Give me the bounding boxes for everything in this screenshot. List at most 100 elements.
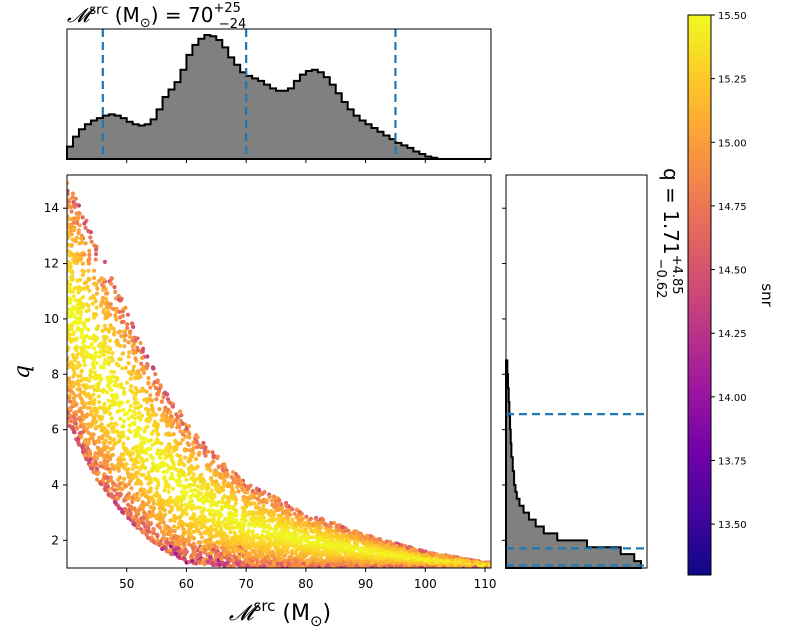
scatter-point [109, 276, 114, 281]
scatter-point [93, 257, 98, 262]
scatter-point [101, 365, 106, 370]
scatter-point [146, 376, 151, 381]
scatter-point [172, 515, 177, 521]
scatter-point [145, 363, 150, 368]
scatter-point [183, 547, 188, 552]
scatter-point [242, 521, 247, 526]
scatter-point [190, 475, 195, 481]
scatter-point [77, 211, 82, 216]
scatter-point [67, 379, 71, 384]
scatter-point [243, 559, 248, 564]
scatter-point [144, 397, 149, 402]
scatter-point [105, 434, 110, 439]
scatter-point [308, 516, 313, 522]
scatter-point [413, 548, 418, 553]
scatter-point [104, 390, 110, 395]
scatter-point [67, 214, 70, 219]
scatter-point [138, 417, 143, 422]
scatter-point [102, 472, 107, 477]
scatter-point [192, 536, 197, 541]
scatter-point [88, 368, 93, 373]
scatter-point [394, 564, 399, 568]
scatter-point [109, 462, 114, 467]
scatter-point [125, 312, 131, 317]
scatter-point [158, 455, 163, 461]
scatter-point [299, 557, 304, 562]
scatter-point [270, 564, 275, 568]
scatter-point [169, 419, 174, 424]
scatter-point [158, 519, 163, 524]
scatter-point [87, 248, 92, 254]
scatter-point [125, 322, 130, 327]
scatter-point [84, 457, 89, 462]
scatter-point [178, 409, 183, 414]
scatter-point [162, 488, 167, 493]
scatter-point [105, 445, 110, 450]
scatter-point [166, 399, 172, 405]
scatter-point [75, 302, 80, 307]
scatter-point [175, 554, 180, 559]
scatter-point [274, 508, 279, 513]
scatter-point [135, 449, 140, 454]
scatter-point [110, 446, 116, 451]
scatter-point [99, 388, 104, 393]
scatter-point [121, 419, 126, 424]
scatter-point [340, 528, 345, 534]
scatter-point [95, 325, 100, 330]
scatter-point [162, 532, 167, 538]
scatter-point [211, 453, 216, 458]
scatter-point [71, 294, 76, 299]
scatter-point [192, 551, 197, 557]
scatter-point [145, 411, 150, 416]
scatter-point [452, 559, 458, 564]
scatter-point [82, 221, 87, 226]
scatter-point [119, 452, 124, 457]
scatter-point [88, 375, 93, 380]
scatter-point [219, 512, 224, 517]
scatter-point [125, 380, 130, 385]
scatter-point [154, 439, 159, 444]
scatter-point [206, 538, 211, 543]
scatter-point [136, 405, 141, 410]
scatter-point [93, 354, 98, 359]
scatter-point [465, 559, 470, 564]
scatter-point [140, 449, 145, 455]
scatter-point [121, 351, 126, 356]
scatter-point [364, 564, 369, 568]
scatter-point [77, 393, 82, 398]
scatter-point [356, 533, 362, 538]
scatter-point [123, 412, 128, 417]
scatter-point [338, 553, 343, 558]
scatter-point [287, 565, 292, 568]
scatter-point [115, 491, 120, 496]
scatter-point [175, 515, 181, 520]
scatter-point [157, 506, 162, 511]
scatter-point [281, 525, 286, 530]
scatter-point [155, 380, 160, 385]
scatter-point [151, 540, 157, 545]
scatter-point [211, 501, 216, 506]
scatter-point [286, 561, 291, 566]
scatter-point [157, 541, 162, 546]
scatter-point [200, 498, 205, 503]
scatter-point [74, 202, 79, 207]
scatter-point [386, 550, 391, 555]
scatter-point [270, 554, 276, 559]
scatter-point [230, 470, 236, 475]
scatter-point [211, 517, 216, 523]
scatter-point [208, 525, 214, 530]
scatter-point [92, 268, 97, 273]
scatter-point [181, 527, 186, 532]
scatter-point [93, 299, 98, 304]
scatter-point [80, 327, 85, 333]
scatter-point [440, 555, 445, 560]
scatter-point [353, 539, 359, 544]
scatter-point [134, 465, 139, 470]
scatter-point [103, 341, 108, 346]
scatter-point [151, 501, 156, 506]
scatter-point [423, 553, 428, 558]
scatter-point [139, 361, 144, 366]
scatter-point [72, 286, 77, 291]
scatter-point [75, 365, 80, 370]
scatter-point [126, 416, 131, 421]
